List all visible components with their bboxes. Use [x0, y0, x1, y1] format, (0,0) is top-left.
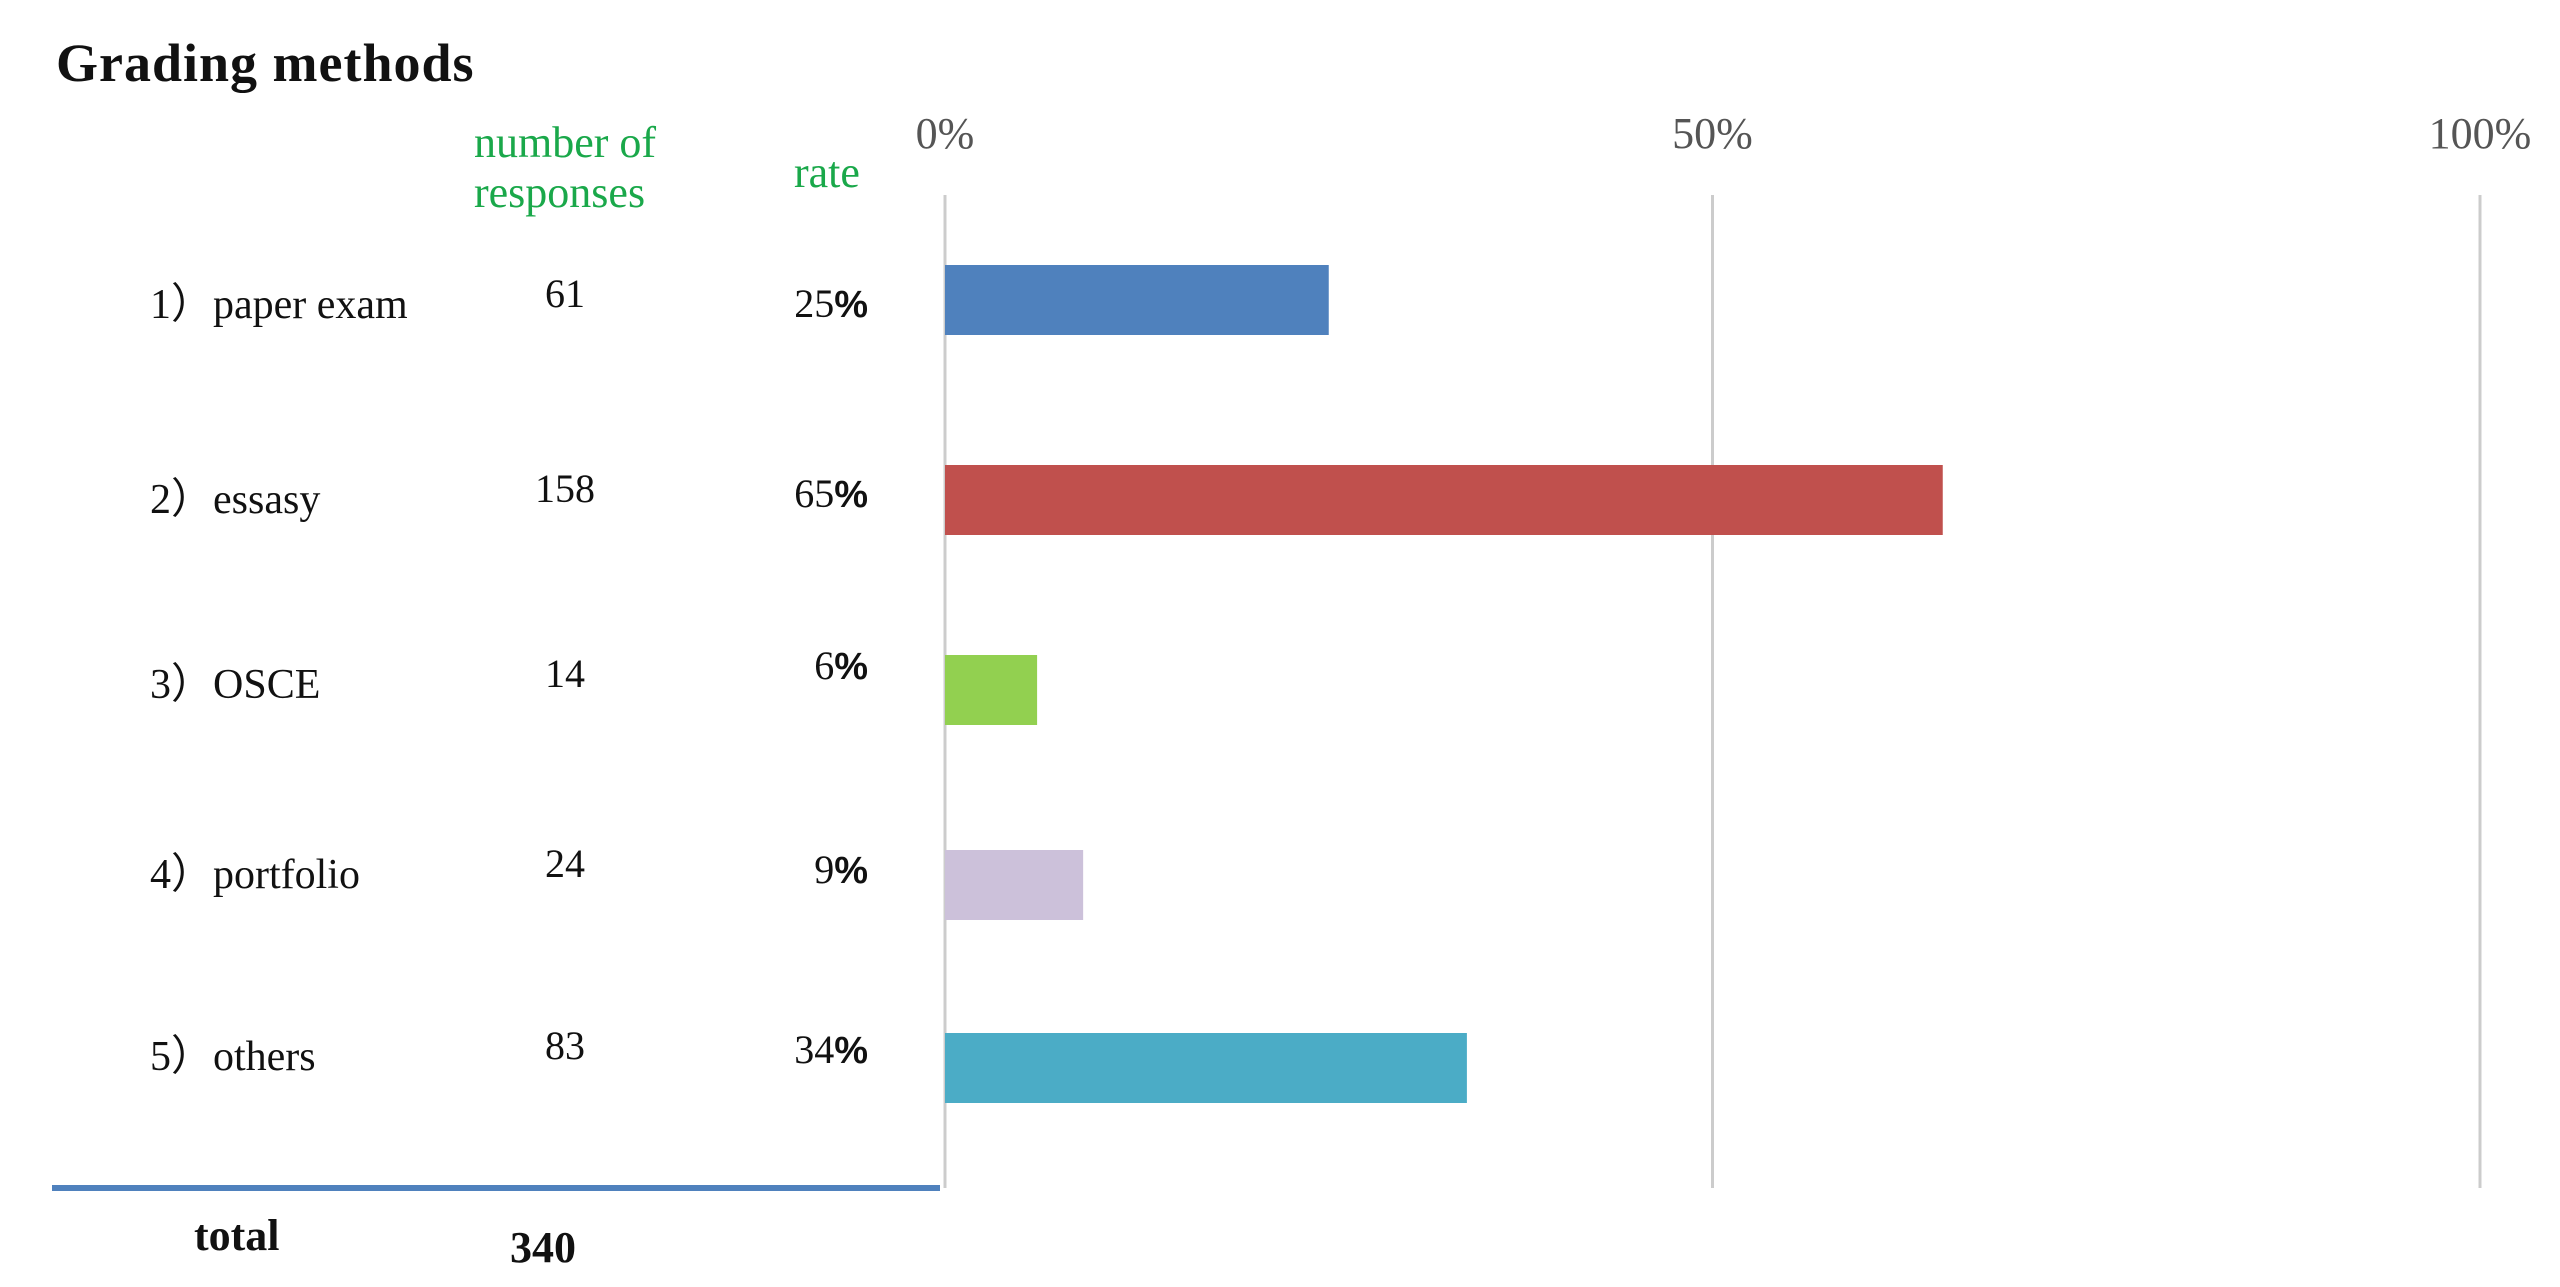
rate-percent-sign: % [834, 284, 868, 326]
category-label: 4）portfolio [150, 852, 360, 898]
rate-label: 25% [728, 280, 868, 327]
responses-header-line2: responses [474, 168, 646, 217]
rate-column-header: rate [794, 148, 860, 197]
response-count: 61 [545, 271, 585, 316]
rate-number: 9 [814, 847, 835, 892]
rate-number: 65 [794, 471, 835, 516]
total-label: total [194, 1211, 280, 1260]
x-tick-label: 0% [915, 109, 975, 158]
category-label: 5）others [150, 1034, 316, 1080]
rate-percent-sign: % [834, 850, 868, 892]
rate-label: 9% [728, 846, 868, 893]
rate-label: 34% [728, 1026, 868, 1073]
x-tick-label: 100% [2428, 109, 2532, 158]
responses-header-line1: number of [474, 118, 657, 167]
chart-title: Grading methods [56, 33, 475, 93]
responses-column-header: number of responses [474, 118, 656, 218]
bar-1 [945, 265, 1329, 335]
x-tick-label: 50% [1672, 109, 1753, 158]
rate-percent-sign: % [834, 474, 868, 516]
rate-number: 6 [814, 643, 835, 688]
response-count: 83 [545, 1023, 585, 1068]
category-label: 2）essasy [150, 477, 321, 523]
rate-percent-sign: % [834, 646, 868, 688]
response-count: 24 [545, 841, 585, 886]
response-count: 14 [545, 651, 585, 696]
rate-number: 34 [794, 1027, 835, 1072]
category-label: 1）paper exam [150, 282, 408, 328]
bar-4 [945, 850, 1084, 920]
total-value: 340 [510, 1223, 576, 1272]
rate-percent-sign: % [834, 1030, 868, 1072]
rate-number: 25 [794, 281, 835, 326]
rate-label: 65% [728, 470, 868, 517]
response-count: 158 [535, 466, 595, 511]
rate-label: 6% [728, 642, 868, 689]
bar-2 [945, 465, 1943, 535]
category-label: 3）OSCE [150, 662, 321, 708]
bar-3 [945, 655, 1038, 725]
bar-5 [945, 1033, 1467, 1103]
